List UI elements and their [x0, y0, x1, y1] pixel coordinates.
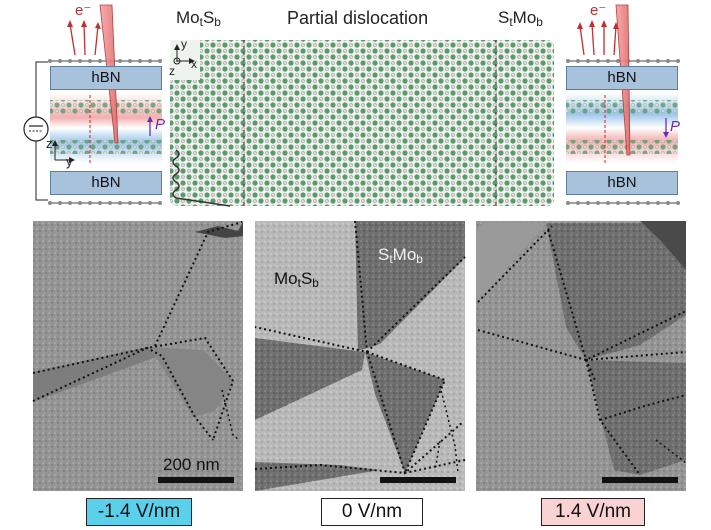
domain-label-stmo: StMob	[378, 245, 423, 266]
electron-label-left: e⁻	[75, 2, 92, 19]
polarization-label-left: P	[155, 116, 166, 133]
domain-label-mots: MotSb	[274, 269, 319, 290]
field-label-negative: -1.4 V/nm	[86, 498, 192, 526]
tem-panel-3	[476, 221, 687, 491]
hbn-top-left: hBN	[50, 66, 162, 90]
field-label-zero: 0 V/nm	[321, 498, 423, 526]
scale-bar-label: 200 nm	[163, 455, 220, 474]
domain-label-right: StMob	[498, 8, 543, 29]
left-device-schematic	[23, 4, 162, 205]
field-label-positive: 1.4 V/nm	[541, 498, 645, 526]
axis-z-label: z	[46, 136, 53, 151]
center-axis-x-label: x	[191, 57, 197, 71]
center-axis-y-label: y	[181, 37, 187, 51]
tem-panel-2	[254, 220, 466, 491]
hbn-bottom-right: hBN	[566, 171, 678, 195]
domain-label-left: MotSb	[176, 8, 221, 29]
center-title: Partial dislocation	[287, 8, 429, 28]
polarization-label-right: P	[670, 118, 681, 135]
center-lattice	[170, 40, 554, 207]
axis-y-label: y	[66, 154, 73, 169]
tem-panel-1	[32, 221, 243, 491]
hbn-bottom-left: hBN	[50, 171, 162, 195]
center-axis-z-label: z	[169, 64, 175, 78]
electron-label-right: e⁻	[590, 2, 607, 19]
hbn-top-right: hBN	[566, 66, 678, 90]
